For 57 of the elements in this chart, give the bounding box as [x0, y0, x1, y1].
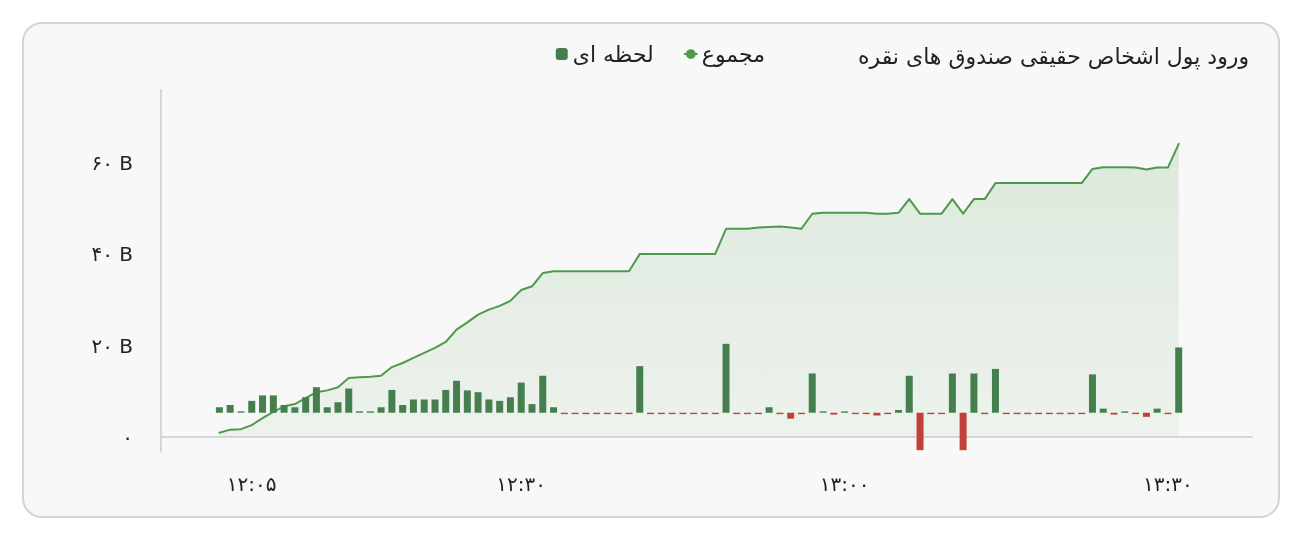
chart-title: ورود پول اشخاص حقیقی صندوق های نقره	[858, 43, 1249, 70]
bar	[280, 404, 288, 413]
bar	[409, 399, 417, 413]
bar	[1153, 408, 1161, 413]
bar	[431, 399, 439, 413]
bar	[291, 407, 299, 413]
bar	[636, 366, 644, 413]
bar	[399, 404, 407, 413]
y-tick-label: ۶۰ B	[91, 151, 133, 176]
bar	[496, 400, 504, 413]
bar	[463, 390, 471, 413]
bar	[312, 387, 320, 413]
bar	[323, 407, 331, 413]
x-tick-label: ۱۲:۰۵	[226, 472, 277, 496]
bar	[485, 399, 493, 413]
bar	[215, 407, 223, 413]
legend-label: مجموع	[701, 41, 766, 67]
bar	[808, 373, 816, 413]
bar	[1088, 374, 1096, 413]
bar	[269, 395, 277, 413]
y-tick-label: ۲۰ B	[91, 333, 133, 358]
bar	[539, 375, 547, 413]
x-tick-label: ۱۳:۳۰	[1143, 472, 1193, 496]
y-tick-label: ۴۰ B	[91, 242, 133, 267]
bar	[453, 380, 461, 413]
bar	[517, 382, 525, 413]
x-tick-label: ۱۲:۳۰	[496, 472, 547, 496]
bar	[377, 407, 385, 413]
bar	[248, 400, 256, 413]
bar	[420, 399, 428, 413]
bar	[474, 392, 482, 413]
bar	[1099, 408, 1107, 413]
bar	[765, 407, 773, 413]
bar	[528, 404, 536, 413]
bar	[334, 402, 342, 413]
bar	[259, 395, 267, 413]
bar	[970, 373, 978, 413]
y-tick-label: ۰	[122, 424, 133, 449]
legend-label: لحظه ای	[572, 41, 654, 67]
bar	[894, 410, 902, 413]
bar	[506, 397, 514, 413]
bar	[991, 368, 999, 413]
x-tick-label: ۱۳:۰۰	[819, 472, 870, 496]
bar	[948, 373, 956, 413]
bar	[916, 412, 924, 451]
bar	[442, 389, 450, 413]
bar	[787, 412, 795, 419]
bar	[226, 404, 234, 413]
bar	[959, 412, 967, 451]
bar	[905, 375, 913, 413]
bar	[722, 343, 730, 413]
bar	[1142, 412, 1150, 417]
bar	[345, 388, 353, 413]
bar	[302, 397, 310, 413]
bar	[388, 389, 396, 413]
bar	[550, 407, 558, 413]
bar	[1175, 347, 1183, 413]
